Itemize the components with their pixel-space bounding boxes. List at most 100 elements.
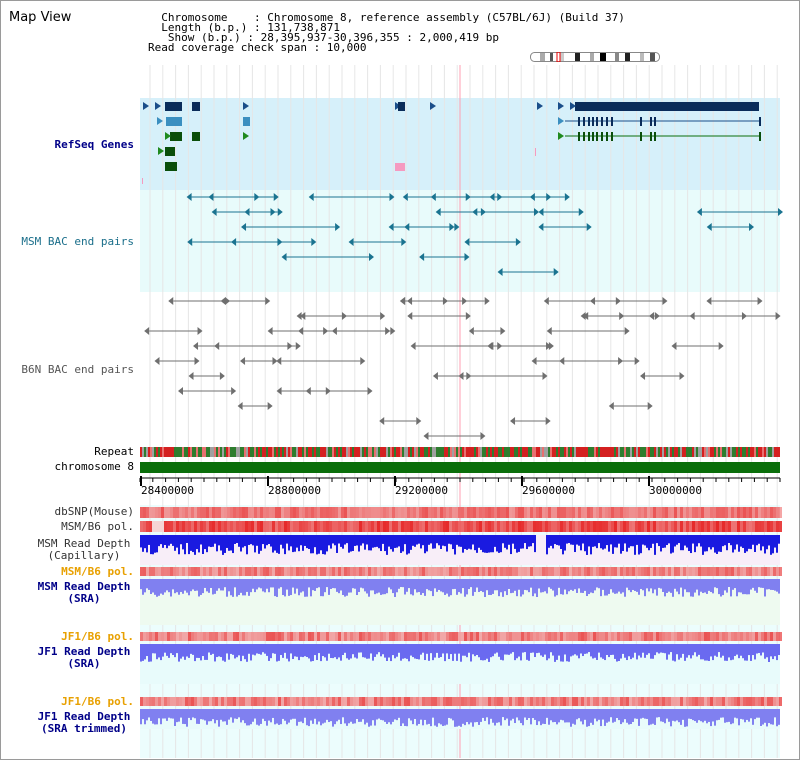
track-label-jf1-depth-trimmed[interactable]: JF1 Read Depth (SRA trimmed) — [37, 710, 131, 735]
track-label-jf1-pol-2[interactable]: JF1/B6 pol. — [61, 695, 134, 708]
track-label-msm-bac[interactable]: MSM BAC end pairs — [21, 235, 134, 248]
repeat-segment — [312, 447, 314, 457]
depth-bar — [288, 709, 290, 723]
heat-cell — [725, 697, 728, 706]
depth-bar — [754, 644, 756, 660]
repeat-segment — [600, 447, 602, 457]
heat-cell — [641, 632, 644, 641]
heat-cell — [575, 632, 578, 641]
depth-bar — [276, 644, 278, 662]
depth-bar — [332, 535, 334, 544]
chromosome-ideogram[interactable] — [530, 52, 660, 62]
depth-bar — [606, 709, 608, 723]
track-label-dbsnp[interactable]: dbSNP(Mouse) — [54, 505, 134, 518]
depth-bar — [230, 644, 232, 654]
b6n-bac-end-pairs[interactable] — [144, 297, 781, 440]
depth-bar — [432, 709, 434, 718]
depth-bar — [448, 709, 450, 718]
track-label-msm-pol-2[interactable]: MSM/B6 pol. — [61, 565, 134, 578]
depth-bar — [762, 709, 764, 725]
repeat-segment — [338, 447, 340, 457]
depth-bar — [146, 579, 148, 589]
track-label-refseq[interactable]: RefSeq Genes — [54, 138, 134, 151]
heat-cell — [233, 697, 236, 706]
info-coverage-span: Read coverage check span : 10,000 — [148, 41, 367, 54]
heat-cell — [497, 697, 500, 706]
msm-bac-end-pairs[interactable] — [186, 193, 783, 276]
heat-cell — [602, 632, 605, 641]
heat-cell — [596, 521, 599, 532]
repeat-segment — [508, 447, 510, 457]
heat-cell — [542, 507, 545, 518]
depth-bar — [762, 535, 764, 547]
depth-bar — [548, 644, 550, 659]
heat-cell — [533, 567, 536, 576]
depth-bar — [348, 535, 350, 553]
repeat-segment — [716, 447, 718, 457]
heat-cell — [215, 521, 218, 532]
depth-bar — [700, 579, 702, 592]
track-label-msm-depth-sra[interactable]: MSM Read Depth (SRA) — [37, 580, 131, 605]
depth-bar — [416, 535, 418, 545]
heat-cell — [542, 697, 545, 706]
depth-bar — [746, 535, 748, 552]
heat-cell — [239, 521, 242, 532]
track-label-jf1-depth-sra[interactable]: JF1 Read Depth (SRA) — [37, 645, 131, 670]
track-label-b6n-bac[interactable]: B6N BAC end pairs — [21, 363, 134, 376]
repeat-segment — [362, 447, 364, 457]
depth-bar — [472, 644, 474, 655]
heat-cell — [623, 521, 626, 532]
depth-bar — [700, 644, 702, 660]
track-label-msm-pol[interactable]: MSM/B6 pol. — [61, 520, 134, 533]
heat-cell — [638, 521, 641, 532]
repeat-segment — [500, 447, 502, 457]
heat-cell — [503, 632, 506, 641]
heat-cell — [422, 521, 425, 532]
track-label-repeat[interactable]: Repeat — [94, 445, 134, 458]
heat-cell — [209, 507, 212, 518]
repeat-segment — [204, 447, 206, 457]
heat-cell — [503, 567, 506, 576]
heat-cell — [779, 632, 782, 641]
bac-end — [465, 312, 471, 320]
repeat-segment — [378, 447, 380, 457]
depth-bar — [522, 644, 524, 653]
track-label-jf1-pol[interactable]: JF1/B6 pol. — [61, 630, 134, 643]
heat-cell — [410, 507, 413, 518]
depth-bar — [242, 535, 244, 548]
depth-bar — [252, 644, 254, 655]
heat-cell — [554, 697, 557, 706]
repeat-segment — [714, 447, 716, 457]
depth-bar — [204, 579, 206, 588]
heat-cell — [542, 521, 545, 532]
heat-cell — [449, 567, 452, 576]
bac-end — [484, 297, 490, 305]
refseq-genes-features[interactable] — [142, 102, 761, 184]
heat-cell — [422, 567, 425, 576]
track-label-msm-depth-capillary[interactable]: MSM Read Depth (Capillary) — [37, 537, 131, 562]
depth-bar — [186, 644, 188, 657]
repeat-segment — [486, 447, 488, 457]
depth-bar — [704, 709, 706, 721]
depth-bar — [520, 579, 522, 597]
heat-cell — [761, 632, 764, 641]
depth-bar — [380, 709, 382, 720]
heat-cell — [443, 521, 446, 532]
depth-bar — [360, 579, 362, 588]
depth-bar — [196, 709, 198, 724]
depth-bar — [420, 535, 422, 549]
heat-cell — [524, 697, 527, 706]
depth-bar — [722, 644, 724, 656]
depth-bar — [436, 535, 438, 544]
bac-end — [311, 238, 317, 246]
heat-cell — [356, 697, 359, 706]
depth-bar — [702, 644, 704, 660]
repeat-segment — [248, 447, 250, 457]
depth-bar — [778, 579, 780, 594]
bac-end — [624, 327, 630, 335]
heat-cell — [548, 521, 551, 532]
depth-bar — [330, 579, 332, 589]
repeat-segment — [552, 447, 554, 457]
depth-bar — [446, 579, 448, 594]
